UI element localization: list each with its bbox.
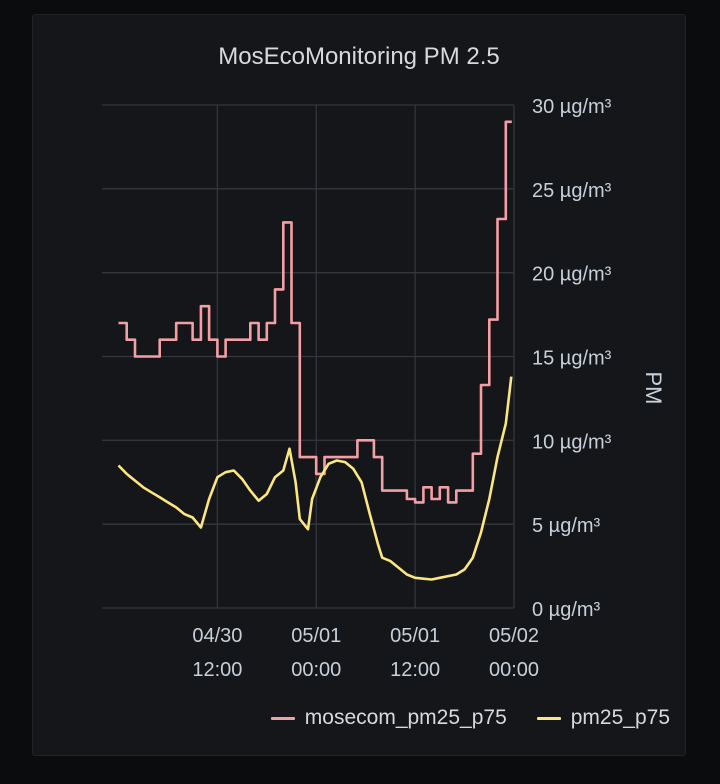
x-tick-label: 05/01: [390, 625, 440, 647]
y-tick-label: 15 µg/m³: [532, 348, 612, 370]
y-tick-label: 20 µg/m³: [532, 264, 612, 286]
grid-lines: [102, 104, 515, 609]
legend-label-pm25: pm25_p75: [570, 706, 670, 729]
legend-label-mosecom: mosecom_pm25_p75: [304, 706, 507, 729]
chart-panel: MosEcoMonitoring PM 2.5: [32, 14, 686, 756]
legend-item-pm25[interactable]: pm25_p75: [536, 706, 670, 730]
legend-swatch-mosecom: [270, 716, 295, 720]
axis-labels: PM 0 µg/m³ 5 µg/m³ 10 µg/m³ 15 µg/m³ 20 µg/m…: [192, 96, 666, 681]
y-axis-label: PM: [641, 372, 666, 405]
x-tick-label: 00:00: [489, 659, 539, 681]
series-line-0: [118, 120, 512, 504]
y-tick-label: 0 µg/m³: [532, 599, 601, 621]
y-tick-label: 5 µg/m³: [532, 515, 601, 537]
x-tick-label: 04/30: [192, 625, 242, 647]
x-tick-label: 12:00: [390, 659, 440, 681]
y-tick-label: 30 µg/m³: [532, 96, 612, 118]
y-tick-label: 10 µg/m³: [532, 431, 612, 453]
x-tick-label: 05/01: [291, 625, 341, 647]
panel-title: MosEcoMonitoring PM 2.5: [218, 43, 500, 70]
series-line-1: [117, 376, 513, 581]
legend-swatch-pm25: [536, 716, 561, 720]
x-tick-label: 05/02: [489, 625, 539, 647]
series-layer: [117, 120, 513, 581]
x-tick-label: 00:00: [291, 659, 341, 681]
legend: mosecom_pm25_p75 pm25_p75: [241, 706, 670, 730]
legend-item-mosecom[interactable]: mosecom_pm25_p75: [270, 706, 507, 730]
x-tick-label: 12:00: [192, 659, 242, 681]
y-tick-label: 25 µg/m³: [532, 180, 612, 202]
